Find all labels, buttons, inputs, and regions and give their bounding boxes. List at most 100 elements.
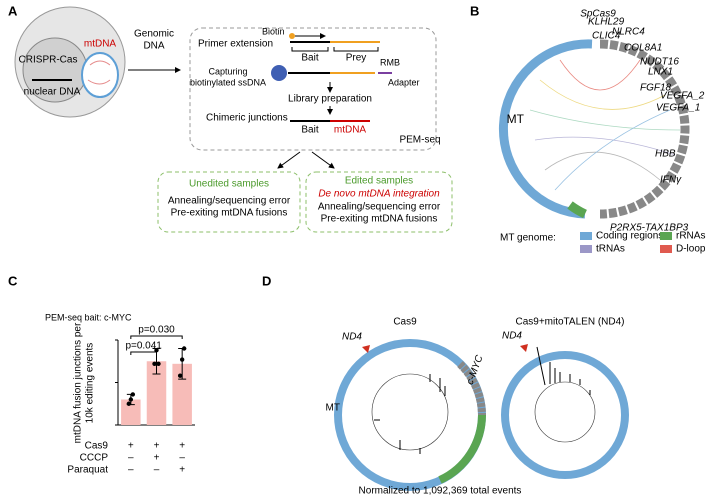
panel-label: C: [8, 273, 18, 288]
bracket: [291, 47, 379, 52]
bead: [271, 65, 287, 81]
legend-label: rRNAs: [676, 231, 705, 242]
text: Edited samples: [345, 176, 413, 187]
replicate-point: [177, 373, 183, 378]
legend-label: tRNAs: [596, 244, 625, 255]
mt-dna: [87, 60, 111, 85]
text: mtDNA: [334, 125, 367, 136]
condition-mark: –: [179, 453, 185, 464]
text: Bait: [301, 53, 318, 64]
text: Chimeric junctions: [206, 113, 288, 124]
text: Library preparation: [288, 94, 372, 105]
replicate-point: [152, 361, 157, 366]
edited-box: [305, 171, 453, 233]
panel-d: Cas9 Cas9+mitoTALEN (ND4) ND4 c-MYC MT N…: [326, 317, 629, 497]
y-axis-label: mtDNA fusion junctions per: [73, 322, 84, 443]
chromosome-ring: [599, 39, 690, 219]
condition-mark: –: [154, 465, 160, 476]
marker: [520, 344, 528, 352]
condition-mark: –: [128, 465, 134, 476]
condition-mark: +: [154, 441, 160, 452]
bar: [121, 399, 141, 425]
legend: Coding regions rRNAs tRNAs D-loop: [580, 231, 706, 255]
text: Genomic: [134, 29, 174, 40]
text: Primer extension: [198, 39, 273, 50]
arrow: [311, 151, 335, 169]
text: Adapter: [388, 77, 420, 87]
spikes: [374, 374, 446, 454]
condition-mark: +: [154, 453, 160, 464]
gene-label: FGF18: [640, 83, 672, 94]
text: mtDNA: [84, 39, 117, 50]
gene-label: KLHL29: [588, 17, 625, 28]
gene-label: IFNγ: [660, 175, 682, 186]
replicate-point: [181, 346, 187, 351]
panel-label: B: [470, 3, 479, 18]
condition-mark: +: [179, 441, 185, 452]
text: Pre-exiting mtDNA fusions: [171, 208, 288, 219]
significance-bracket: [130, 335, 183, 339]
panel-label: D: [262, 273, 271, 288]
text: Biotin: [262, 26, 285, 36]
gene-label: COL8A1: [624, 43, 662, 54]
legend-swatch: [580, 232, 592, 240]
unedited-box: [157, 171, 301, 233]
legend-label: Coding regions: [596, 231, 663, 242]
y-axis-label: 10k editing events: [85, 343, 96, 424]
significance-bracket: [130, 351, 157, 355]
title: Cas9: [393, 317, 417, 328]
title: SpCas9: [580, 9, 616, 20]
label: ND4: [502, 331, 522, 342]
gene-label: LNX1: [648, 67, 673, 78]
condition-name: Cas9: [85, 441, 109, 452]
legend-label: D-loop: [676, 244, 706, 255]
gene-label: CLIC4: [592, 31, 621, 42]
footnote: Normalized to 1,092,369 total events: [359, 486, 522, 497]
significance-label: p=0.030: [138, 325, 175, 336]
text: Pre-exiting mtDNA fusions: [321, 214, 438, 225]
gene-label: HBB: [655, 149, 676, 160]
gene-label: NUDT16: [640, 57, 679, 68]
text: CRISPR-Cas: [19, 55, 78, 66]
label: MT: [507, 112, 525, 126]
rrna-segment: [438, 414, 486, 484]
replicate-point: [156, 361, 161, 366]
workflow-box: [189, 27, 437, 151]
text: De novo mtDNA integration: [318, 189, 440, 200]
gene-label: P2RX5-TAX1BP3: [610, 223, 689, 234]
biotin: [289, 33, 295, 39]
mt-ring: [498, 39, 593, 219]
text: DNA: [143, 41, 164, 52]
legend-title: MT genome:: [500, 233, 556, 244]
gene-label: VEGFA_2: [660, 91, 705, 102]
replicate-point: [130, 392, 136, 397]
inner-track: [371, 373, 449, 451]
significance-label: p=0.041: [125, 341, 162, 352]
text: Annealing/sequencing error: [168, 196, 291, 207]
chart-title: PEM-seq bait: c-MYC: [45, 312, 132, 322]
condition-name: Paraquat: [67, 465, 108, 476]
text: PEM-seq: [399, 135, 440, 146]
arrow: [277, 151, 301, 169]
text: Annealing/sequencing error: [318, 202, 441, 213]
replicate-point: [154, 348, 159, 353]
panel-a: CRISPR-Cas mtDNA nuclear DNA Genomic DNA…: [14, 6, 453, 233]
condition-mark: +: [128, 441, 134, 452]
legend-swatch: [660, 245, 672, 253]
chords: [529, 59, 681, 191]
label: ND4: [342, 332, 362, 343]
mt-ring: [501, 351, 629, 479]
text: Unedited samples: [189, 179, 269, 190]
text: Capturing: [208, 66, 247, 76]
mt-rrna: [567, 201, 587, 219]
legend-swatch: [580, 245, 592, 253]
bar: [146, 361, 167, 425]
inner-track: [534, 381, 596, 443]
label: MT: [326, 403, 340, 414]
replicate-point: [126, 401, 132, 406]
marker: [362, 345, 370, 353]
gene-label: NLRC4: [612, 27, 645, 38]
legend-swatch: [660, 232, 672, 240]
